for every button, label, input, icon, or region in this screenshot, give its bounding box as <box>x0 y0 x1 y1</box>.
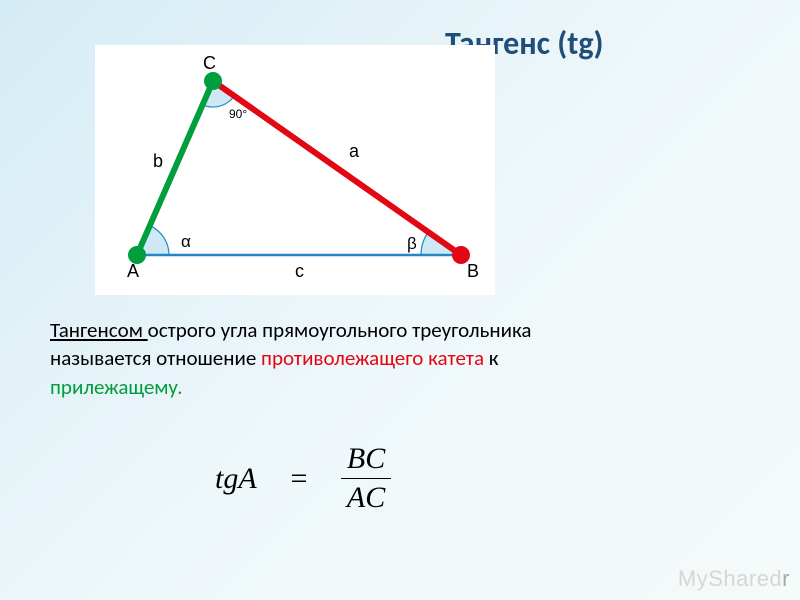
watermark-bright: r <box>782 566 790 591</box>
formula-lhs: tgA <box>215 462 257 496</box>
svg-text:B: B <box>467 261 479 281</box>
definition-text: Тангенсом острого угла прямоугольного тр… <box>50 316 531 401</box>
def-seg1: острого угла прямоугольного треугольника <box>148 317 532 343</box>
svg-text:α: α <box>181 232 191 251</box>
def-adjacent: прилежащему. <box>50 374 183 400</box>
def-term: Тангенсом <box>50 317 148 343</box>
formula: tgA = BC AC <box>215 442 391 515</box>
triangle-svg: A B Ca b c α β 90° <box>95 45 495 295</box>
watermark: MySharedr <box>678 566 790 592</box>
svg-text:β: β <box>407 234 417 253</box>
svg-text:C: C <box>203 53 216 73</box>
svg-text:b: b <box>153 151 163 171</box>
svg-text:A: A <box>127 261 139 281</box>
def-seg2: называется отношение <box>50 345 261 371</box>
formula-denominator: AC <box>341 478 391 515</box>
formula-fraction: BC AC <box>341 442 391 515</box>
svg-text:c: c <box>295 261 304 281</box>
svg-text:a: a <box>349 141 360 161</box>
triangle-diagram: A B Ca b c α β 90° <box>95 45 495 300</box>
svg-text:90°: 90° <box>229 107 247 121</box>
def-seg4: к <box>484 345 499 371</box>
formula-eq: = <box>289 462 309 496</box>
def-opposite: противолежащего катета <box>261 345 484 371</box>
formula-numerator: BC <box>341 442 391 478</box>
watermark-dim: MyShared <box>678 566 782 591</box>
